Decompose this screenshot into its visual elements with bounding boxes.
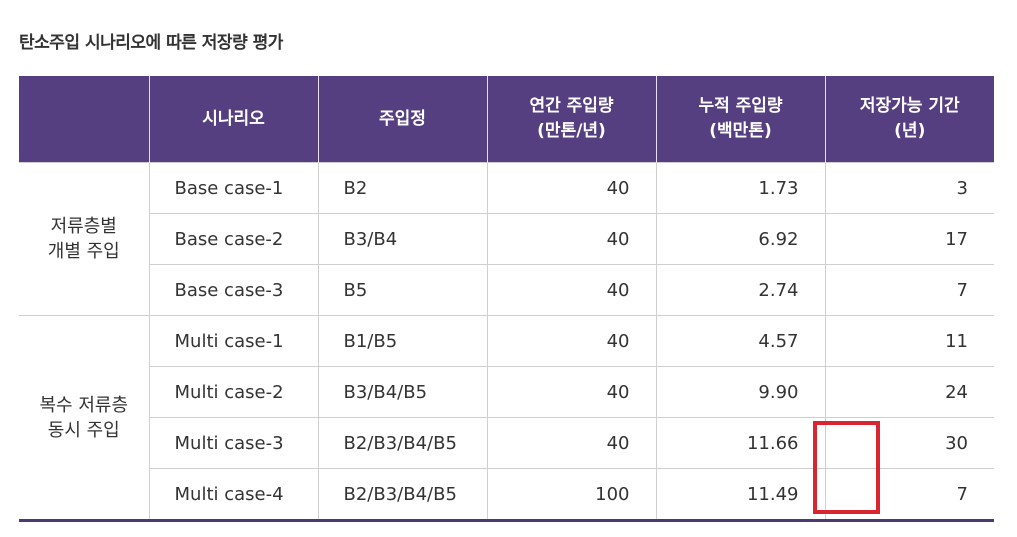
cell-cumulative: 11.66 — [655, 417, 825, 469]
cell-scenario: Multi case-4 — [148, 468, 318, 521]
cell-well: B2/B3/B4/B5 — [317, 417, 487, 469]
cell-annual: 40 — [486, 264, 656, 316]
cell-duration: 11 — [824, 315, 994, 367]
cell-scenario: Multi case-3 — [148, 417, 318, 469]
header-well: 주입정 — [317, 76, 487, 163]
header-cumulative-injection: 누적 주입량 (백만톤) — [655, 76, 825, 163]
group-label-individual: 저류층별 개별 주입 — [19, 162, 149, 316]
cell-duration: 3 — [824, 162, 994, 214]
table-row: Base case-2 B3/B4 40 6.92 17 — [19, 213, 994, 265]
group-label-line1: 복수 저류층 — [39, 394, 129, 416]
cell-well: B2 — [317, 162, 487, 214]
header-annual-injection: 연간 주입량 (만톤/년) — [486, 76, 656, 163]
group-label-line2: 동시 주입 — [47, 419, 120, 441]
cell-cumulative: 9.90 — [655, 366, 825, 418]
header-annual-line2: (만톤/년) — [537, 121, 606, 141]
header-annual-line1: 연간 주입량 — [529, 96, 614, 116]
cell-cumulative: 11.49 — [655, 468, 825, 521]
storage-evaluation-table: 시나리오 주입정 연간 주입량 (만톤/년) 누적 주입량 (백만톤) 저장가능… — [19, 76, 994, 522]
cell-scenario: Base case-2 — [148, 213, 318, 265]
cell-annual: 40 — [486, 162, 656, 214]
cell-duration: 7 — [824, 264, 994, 316]
cell-duration: 24 — [824, 366, 994, 418]
cell-well: B3/B4 — [317, 213, 487, 265]
header-duration-line1: 저장가능 기간 — [859, 96, 960, 116]
cell-cumulative: 2.74 — [655, 264, 825, 316]
cell-scenario: Base case-1 — [148, 162, 318, 214]
cell-cumulative: 1.73 — [655, 162, 825, 214]
header-duration-line2: (년) — [894, 121, 926, 141]
highlight-box — [812, 421, 880, 514]
header-storage-duration: 저장가능 기간 (년) — [824, 76, 994, 163]
header-scenario: 시나리오 — [148, 76, 318, 163]
table-row: Multi case-3 B2/B3/B4/B5 40 11.66 30 — [19, 417, 994, 514]
header-group — [19, 76, 149, 163]
cell-scenario: Multi case-2 — [148, 366, 318, 418]
cell-duration: 17 — [824, 213, 994, 265]
cell-annual: 40 — [486, 213, 656, 265]
cell-cumulative: 4.57 — [655, 315, 825, 367]
cell-scenario: Base case-3 — [148, 264, 318, 316]
cell-annual: 40 — [486, 315, 656, 367]
table-row: 저류층별 개별 주입 Base case-1 B2 40 1.73 3 — [19, 162, 994, 316]
table-row: Base case-3 B5 40 2.74 7 — [19, 264, 994, 316]
group-label-line1: 저류층별 — [50, 216, 117, 237]
cell-duration-value: 30 — [945, 432, 968, 454]
page-title: 탄소주입 시나리오에 따른 저장량 평가 — [19, 33, 283, 53]
cell-annual: 40 — [486, 417, 656, 469]
cell-well: B3/B4/B5 — [317, 366, 487, 418]
group-label-simultaneous: 복수 저류층 동시 주입 — [19, 315, 149, 521]
table-row: 복수 저류층 동시 주입 Multi case-1 B1/B5 40 4.57 … — [19, 315, 994, 521]
cell-annual: 100 — [486, 468, 656, 521]
cell-well: B1/B5 — [317, 315, 487, 367]
cell-duration-highlighted: 30 — [812, 417, 994, 514]
cell-annual: 40 — [486, 366, 656, 418]
cell-well: B2/B3/B4/B5 — [317, 468, 487, 521]
cell-scenario: Multi case-1 — [148, 315, 318, 367]
table-row: Multi case-2 B3/B4/B5 40 9.90 24 — [19, 366, 994, 418]
cell-cumulative: 6.92 — [655, 213, 825, 265]
table-header-row: 시나리오 주입정 연간 주입량 (만톤/년) 누적 주입량 (백만톤) 저장가능… — [19, 76, 994, 163]
cell-well: B5 — [317, 264, 487, 316]
header-cumulative-line2: (백만톤) — [709, 121, 772, 141]
header-cumulative-line1: 누적 주입량 — [698, 96, 783, 116]
group-label-line2: 개별 주입 — [47, 241, 120, 262]
